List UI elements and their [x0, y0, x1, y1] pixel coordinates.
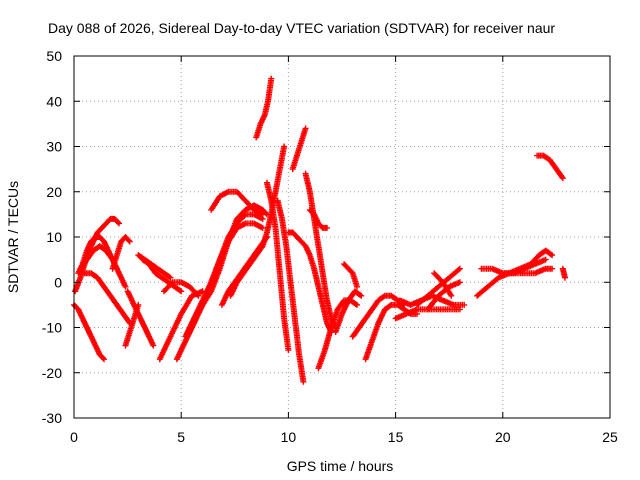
data-series-s21	[274, 197, 307, 385]
y-tick-label: 10	[46, 229, 62, 245]
x-tick-label: 20	[495, 429, 511, 445]
data-series-s14	[182, 211, 266, 340]
data-series-s40	[559, 265, 568, 281]
data-point-track	[161, 279, 202, 299]
chart-title: Day 088 of 2026, Sidereal Day-to-day VTE…	[48, 20, 555, 36]
data-series-s22	[289, 125, 309, 173]
data-point-track	[109, 234, 133, 272]
data-series-s39	[534, 152, 566, 182]
data-point-track	[173, 220, 266, 363]
data-point-track	[81, 270, 133, 326]
data-point-track	[534, 152, 566, 182]
x-tick-label: 10	[281, 429, 297, 445]
data-point-track	[274, 197, 307, 385]
data-series-s19	[253, 75, 275, 141]
y-tick-label: -30	[42, 410, 62, 426]
data-series-s35	[431, 270, 455, 299]
data-series-s8	[124, 288, 157, 349]
data-series-s10	[139, 256, 185, 295]
data-point-track	[182, 211, 266, 340]
data-series-s5	[81, 270, 133, 326]
data-series-s25	[306, 206, 330, 231]
data-series-s27	[332, 288, 365, 335]
data-point-track	[341, 261, 360, 290]
data-point-track	[139, 256, 185, 295]
data-point-track	[264, 179, 292, 354]
data-point-track	[289, 125, 309, 173]
chart-ticks: 0 5 10 15 20 25 -30 -20 -10 0 10 20 30 40 50	[42, 48, 618, 445]
data-point-track	[306, 206, 330, 231]
data-point-track	[253, 75, 275, 141]
y-tick-label: 20	[46, 184, 62, 200]
data-point-track	[71, 301, 107, 363]
data-series-s23	[285, 229, 335, 335]
y-tick-label: 30	[46, 139, 62, 155]
x-tick-label: 15	[388, 429, 404, 445]
x-tick-label: 25	[602, 429, 618, 445]
chart-grid	[74, 56, 610, 418]
data-point-track	[135, 252, 174, 281]
data-point-track	[208, 188, 266, 218]
data-series-s38	[499, 256, 549, 277]
data-point-track	[191, 202, 270, 322]
data-series-s20	[264, 179, 292, 354]
data-point-track	[499, 256, 549, 277]
y-tick-label: 0	[54, 274, 62, 290]
y-tick-label: 40	[46, 93, 62, 109]
data-point-track	[302, 170, 339, 331]
data-series-s1	[71, 301, 107, 363]
chart-marks	[71, 75, 568, 385]
y-tick-label: 50	[46, 48, 62, 64]
x-tick-label: 5	[177, 429, 185, 445]
x-tick-label: 0	[70, 429, 78, 445]
x-axis-label: GPS time / hours	[287, 458, 394, 474]
data-series-s6	[109, 234, 133, 272]
data-point-track	[431, 270, 455, 299]
data-series-s13	[173, 220, 266, 363]
data-series-s9	[135, 252, 174, 281]
data-point-track	[559, 265, 568, 281]
data-point-track	[285, 229, 335, 335]
data-series-s12	[161, 279, 202, 299]
data-point-track	[124, 288, 157, 349]
data-series-s24	[302, 170, 339, 331]
data-point-track	[332, 288, 365, 335]
data-series-s28	[341, 261, 360, 290]
y-tick-label: -20	[42, 365, 62, 381]
data-series-s16	[208, 188, 266, 218]
y-axis-label: SDTVAR / TECUs	[5, 181, 21, 293]
y-tick-label: -10	[42, 320, 62, 336]
data-series-s15	[191, 202, 270, 322]
